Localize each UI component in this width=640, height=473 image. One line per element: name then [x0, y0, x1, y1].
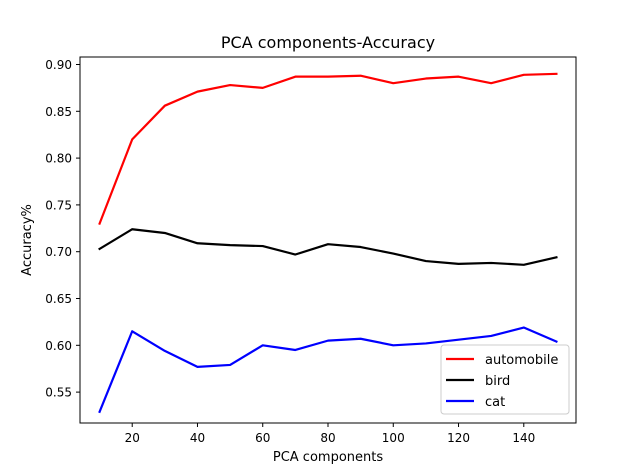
x-axis-label: PCA components [273, 450, 383, 465]
y-tick-label: 0.70 [45, 245, 72, 259]
y-tick-label: 0.90 [45, 58, 72, 72]
series-line-bird [98, 228, 558, 266]
y-tick-label: 0.65 [45, 292, 72, 306]
series-line-cat [98, 326, 558, 414]
x-tick-label: 140 [512, 431, 535, 445]
y-tick-label: 0.85 [45, 105, 72, 119]
x-tick-label: 60 [255, 431, 270, 445]
legend-label-cat: cat [485, 395, 505, 410]
y-tick-label: 0.75 [45, 198, 72, 212]
y-tick-label: 0.55 [45, 386, 72, 400]
x-tick-label: 80 [320, 431, 335, 445]
y-tick-label: 0.60 [45, 339, 72, 353]
legend: automobile bird cat [440, 344, 570, 415]
y-tick-label: 0.80 [45, 152, 72, 166]
legend-label-automobile: automobile [485, 353, 558, 368]
series-line-automobile [98, 72, 558, 226]
y-axis: 0.55 0.60 0.65 0.70 0.75 0.80 0.85 0.90 [45, 58, 80, 400]
x-tick-label: 120 [447, 431, 470, 445]
legend-label-bird: bird [485, 374, 510, 389]
plot-series [98, 72, 558, 414]
x-tick-label: 100 [382, 431, 405, 445]
x-tick-label: 40 [190, 431, 205, 445]
legend-box [440, 344, 570, 415]
y-axis-label: Accuracy% [20, 204, 35, 276]
x-axis: 20 40 60 80 100 120 140 [125, 423, 535, 445]
x-tick-label: 20 [125, 431, 140, 445]
chart-title: PCA components-Accuracy [221, 33, 435, 52]
